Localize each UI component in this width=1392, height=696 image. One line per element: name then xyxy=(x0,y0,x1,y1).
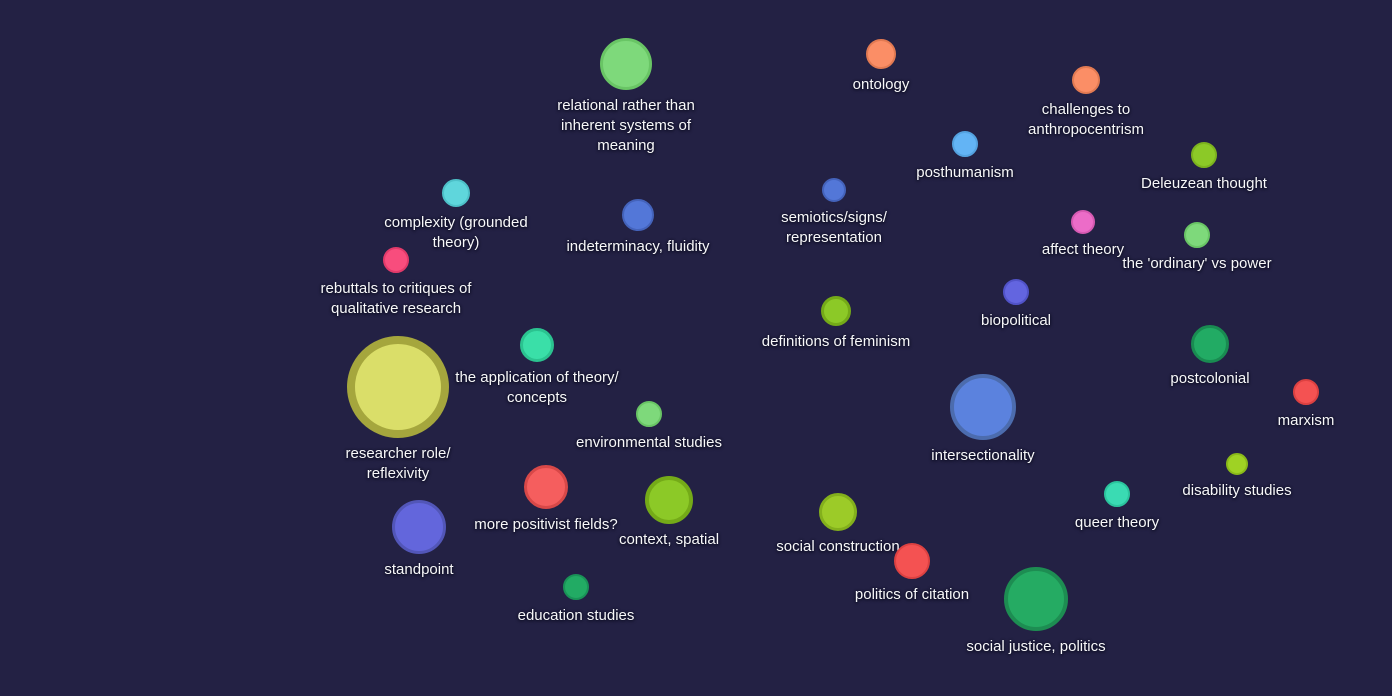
bubble-complexity-grounded-theory[interactable] xyxy=(442,179,470,207)
label-line: biopolitical xyxy=(980,312,1052,329)
label-line: ontology xyxy=(852,76,910,93)
bubble-postcolonial[interactable] xyxy=(1191,325,1229,363)
bubble-politics-of-citation[interactable] xyxy=(894,543,930,579)
label-ontology: ontology xyxy=(853,75,910,95)
label-complexity-grounded-theory: complexity (grounded theory) xyxy=(384,213,527,253)
label-politics-of-citation: politics of citation xyxy=(855,585,969,605)
bubble-application-of-theory-concepts[interactable] xyxy=(520,328,554,362)
label-disability-studies: disability studies xyxy=(1182,481,1291,501)
label-line: postcolonial xyxy=(1170,370,1250,387)
bubble-social-construction[interactable] xyxy=(819,493,857,531)
label-line: intersectionality xyxy=(931,447,1035,464)
label-line: context, spatial xyxy=(618,531,720,548)
bubble-deleuzean-thought[interactable] xyxy=(1191,142,1217,168)
label-line: inherent systems of xyxy=(560,117,692,134)
label-line: posthumanism xyxy=(916,164,1014,181)
bubble-relational-systems-of-meaning[interactable] xyxy=(600,38,652,90)
label-biopolitical: biopolitical xyxy=(981,311,1051,331)
label-marxism: marxism xyxy=(1278,411,1335,431)
label-line: marxism xyxy=(1277,412,1335,429)
label-line: qualitative research xyxy=(330,300,462,317)
bubble-intersectionality[interactable] xyxy=(950,374,1016,440)
label-ordinary-vs-power: the 'ordinary' vs power xyxy=(1122,254,1271,274)
label-line: theory) xyxy=(432,234,480,251)
label-semiotics-signs-representation: semiotics/signs/representation xyxy=(781,208,887,248)
label-standpoint: standpoint xyxy=(384,560,453,580)
label-line: relational rather than xyxy=(557,97,695,114)
bubble-ontology[interactable] xyxy=(866,39,896,69)
label-indeterminacy-fluidity: indeterminacy, fluidity xyxy=(566,237,709,257)
bubble-marxism[interactable] xyxy=(1293,379,1319,405)
bubble-standpoint[interactable] xyxy=(392,500,446,554)
bubble-researcher-role-reflexivity[interactable] xyxy=(347,336,449,438)
label-deleuzean-thought: Deleuzean thought xyxy=(1141,174,1267,194)
label-intersectionality: intersectionality xyxy=(931,446,1034,466)
bubble-rebuttals-to-critiques[interactable] xyxy=(383,247,409,273)
label-line: concepts xyxy=(506,389,568,406)
label-context-spatial: context, spatial xyxy=(619,530,719,550)
label-challenges-to-anthropocentrism: challenges to anthropocentrism xyxy=(1028,100,1144,140)
label-line: more positivist fields? xyxy=(474,516,618,533)
label-relational-systems-of-meaning: relational rather than inherent systems o… xyxy=(557,96,695,156)
label-line: representation xyxy=(786,229,882,246)
label-social-justice-politics: social justice, politics xyxy=(966,637,1105,657)
label-line: challenges to xyxy=(1041,101,1131,118)
label-line: anthropocentrism xyxy=(1028,121,1144,138)
label-line: the 'ordinary' vs power xyxy=(1122,255,1272,272)
label-line: affect theory xyxy=(1041,241,1125,258)
bubble-posthumanism[interactable] xyxy=(952,131,978,157)
label-line: rebuttals to critiques of xyxy=(320,280,472,297)
label-environmental-studies: environmental studies xyxy=(576,433,722,453)
bubble-indeterminacy-fluidity[interactable] xyxy=(622,199,654,231)
label-line: the application of theory/ xyxy=(455,369,619,386)
label-line: education studies xyxy=(517,607,635,624)
label-education-studies: education studies xyxy=(518,606,635,626)
label-queer-theory: queer theory xyxy=(1075,513,1159,533)
label-definitions-of-feminism: definitions of feminism xyxy=(762,332,910,352)
label-rebuttals-to-critiques: rebuttals to critiques of qualitative res… xyxy=(321,279,472,319)
bubble-ordinary-vs-power[interactable] xyxy=(1184,222,1210,248)
bubble-context-spatial[interactable] xyxy=(645,476,693,524)
label-line: semiotics/signs/ xyxy=(781,209,887,226)
label-line: meaning xyxy=(597,137,655,154)
label-line: reflexivity xyxy=(366,465,430,482)
label-affect-theory: affect theory xyxy=(1042,240,1124,260)
bubble-disability-studies[interactable] xyxy=(1226,453,1248,475)
label-line: indeterminacy, fluidity xyxy=(566,238,710,255)
bubble-environmental-studies[interactable] xyxy=(636,401,662,427)
label-line: researcher role/ xyxy=(345,445,451,462)
label-line: social justice, politics xyxy=(966,638,1106,655)
bubble-affect-theory[interactable] xyxy=(1071,210,1095,234)
label-posthumanism: posthumanism xyxy=(916,163,1014,183)
bubble-education-studies[interactable] xyxy=(563,574,589,600)
bubble-semiotics-signs-representation[interactable] xyxy=(822,178,846,202)
bubble-definitions-of-feminism[interactable] xyxy=(821,296,851,326)
label-line: Deleuzean thought xyxy=(1141,175,1267,192)
bubble-biopolitical[interactable] xyxy=(1003,279,1029,305)
label-application-of-theory-concepts: the application of theory/concepts xyxy=(455,368,618,408)
label-line: social construction xyxy=(776,538,900,555)
label-line: standpoint xyxy=(384,561,454,578)
bubble-challenges-to-anthropocentrism[interactable] xyxy=(1072,66,1100,94)
label-line: environmental studies xyxy=(576,434,722,451)
bubble-social-justice-politics[interactable] xyxy=(1004,567,1068,631)
label-line: definitions of feminism xyxy=(761,333,911,350)
label-social-construction: social construction xyxy=(776,537,899,557)
label-postcolonial: postcolonial xyxy=(1170,369,1249,389)
label-line: queer theory xyxy=(1074,514,1160,531)
label-line: complexity (grounded xyxy=(384,214,528,231)
bubble-more-positivist-fields[interactable] xyxy=(524,465,568,509)
label-researcher-role-reflexivity: researcher role/reflexivity xyxy=(345,444,450,484)
bubble-queer-theory[interactable] xyxy=(1104,481,1130,507)
label-more-positivist-fields: more positivist fields? xyxy=(474,515,617,535)
label-line: disability studies xyxy=(1182,482,1292,499)
label-line: politics of citation xyxy=(854,586,970,603)
